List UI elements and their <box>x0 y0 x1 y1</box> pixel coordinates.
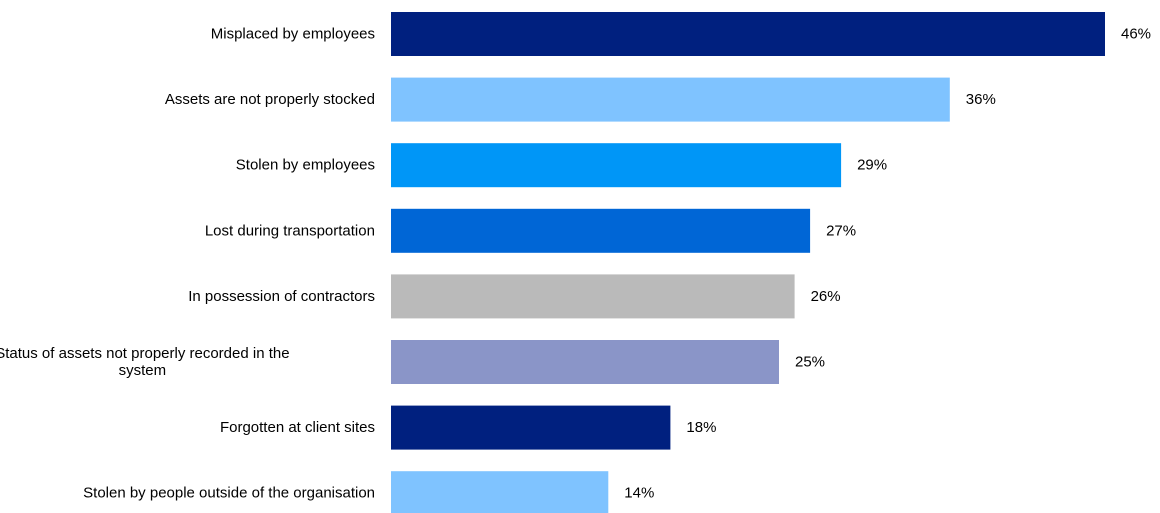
value-label: 29% <box>857 157 887 174</box>
category-label: Stolen by people outside of the organisa… <box>83 485 375 502</box>
value-label: 18% <box>686 419 716 436</box>
value-label: 25% <box>795 354 825 371</box>
category-label: Assets are not properly stocked <box>165 91 375 108</box>
value-label: 26% <box>811 288 841 305</box>
bar <box>391 12 1105 56</box>
bar <box>391 274 795 319</box>
bar <box>391 405 671 450</box>
bar <box>391 143 842 188</box>
value-label: 36% <box>966 91 996 108</box>
value-label: 14% <box>624 485 654 502</box>
bars-layer <box>391 12 1105 513</box>
bar <box>391 471 609 513</box>
category-label: Misplaced by employees <box>211 26 375 43</box>
value-label: 27% <box>826 222 856 239</box>
value-label: 46% <box>1121 26 1151 43</box>
category-label: Status of assets not properly recorded i… <box>0 345 290 379</box>
category-label: Lost during transportation <box>205 222 375 239</box>
category-label: Stolen by employees <box>236 157 375 174</box>
bar <box>391 340 779 384</box>
bar <box>391 208 811 253</box>
category-labels-layer: Misplaced by employees Assets are not pro… <box>0 26 375 502</box>
category-label: In possession of contractors <box>188 288 375 305</box>
value-labels-layer: 46% 36% 29% 27% 26% 25% 18% 14% <box>624 26 1151 502</box>
category-label: Forgotten at client sites <box>220 419 375 436</box>
bar <box>391 77 950 122</box>
